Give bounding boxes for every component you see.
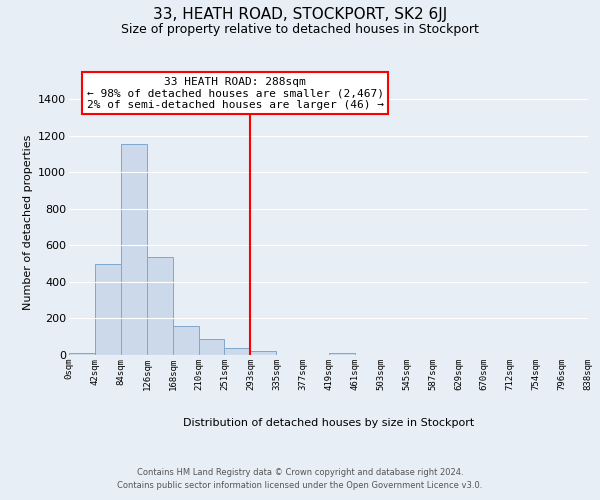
Y-axis label: Number of detached properties: Number of detached properties: [23, 135, 32, 310]
Bar: [69, 353, 95, 355]
Bar: [250, 352, 277, 355]
Bar: [121, 144, 147, 355]
Bar: [95, 264, 121, 355]
Bar: [199, 340, 224, 355]
Bar: [147, 257, 173, 355]
Bar: [224, 348, 250, 355]
Text: Contains HM Land Registry data © Crown copyright and database right 2024.: Contains HM Land Registry data © Crown c…: [137, 468, 463, 477]
Text: 33, HEATH ROAD, STOCKPORT, SK2 6JJ: 33, HEATH ROAD, STOCKPORT, SK2 6JJ: [153, 8, 447, 22]
Text: Size of property relative to detached houses in Stockport: Size of property relative to detached ho…: [121, 22, 479, 36]
Text: Distribution of detached houses by size in Stockport: Distribution of detached houses by size …: [183, 418, 475, 428]
Bar: [173, 326, 199, 355]
Text: 33 HEATH ROAD: 288sqm
← 98% of detached houses are smaller (2,467)
2% of semi-de: 33 HEATH ROAD: 288sqm ← 98% of detached …: [86, 76, 383, 110]
Text: Contains public sector information licensed under the Open Government Licence v3: Contains public sector information licen…: [118, 482, 482, 490]
Bar: [329, 353, 355, 355]
